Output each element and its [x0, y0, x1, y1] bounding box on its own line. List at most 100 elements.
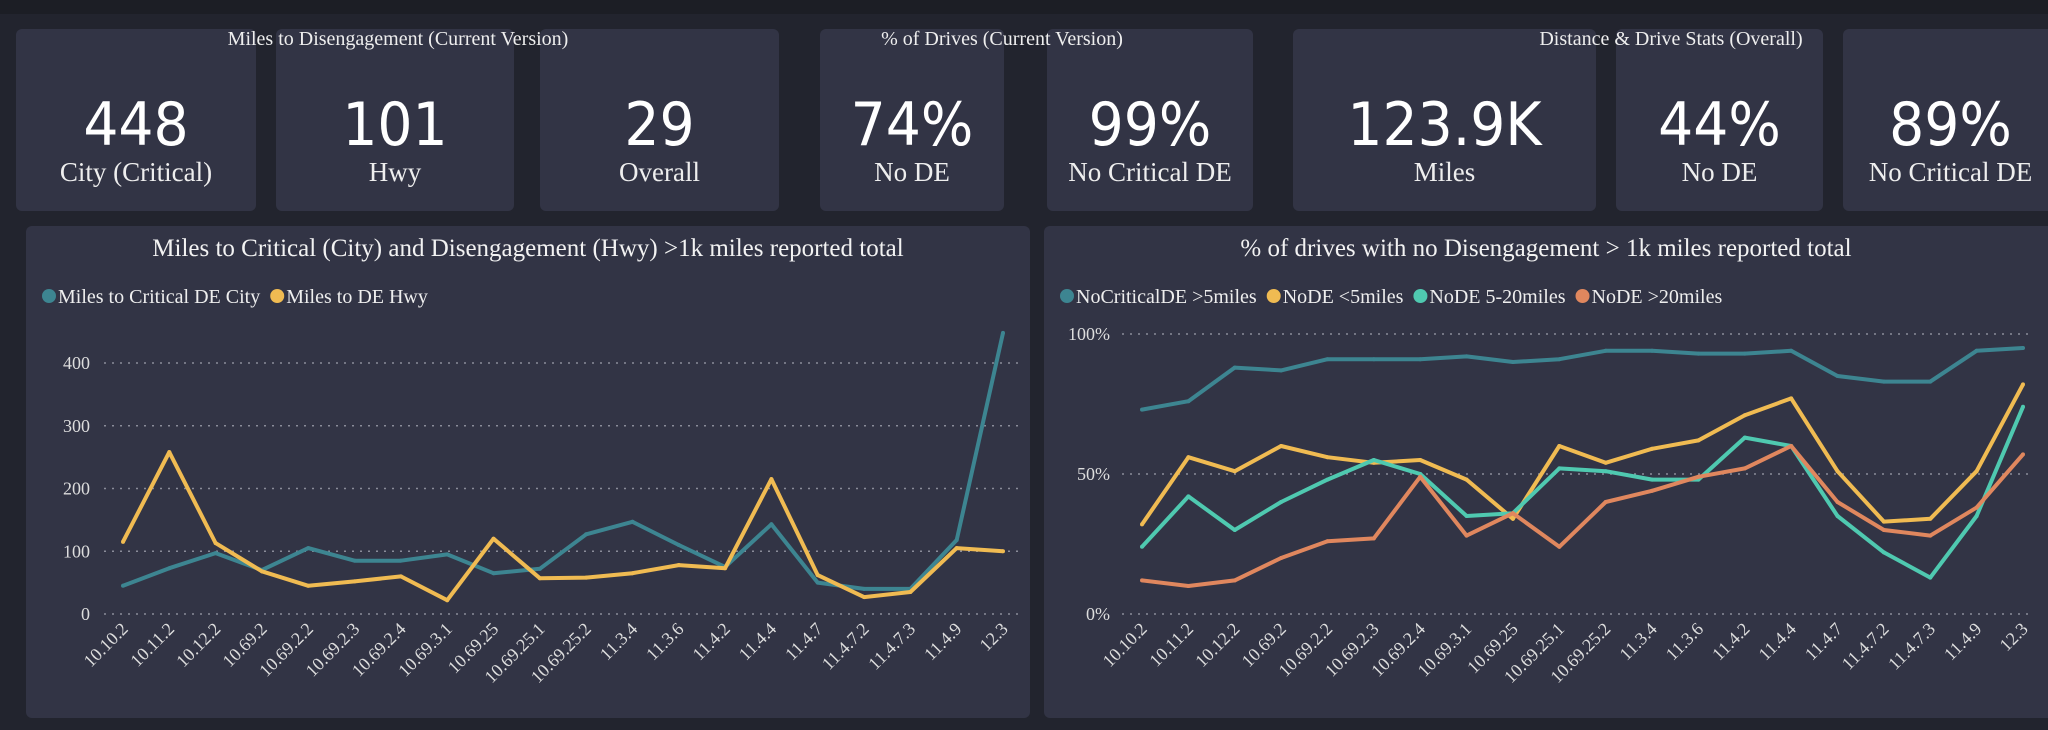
data-point [1928, 575, 1933, 580]
chart-panel-percent [1044, 226, 2048, 718]
data-point [630, 519, 635, 524]
data-point [2021, 404, 2025, 409]
data-point [1464, 533, 1469, 538]
data-point [1371, 536, 1376, 541]
data-point [1464, 477, 1469, 482]
data-point [723, 566, 728, 571]
legend-marker [1575, 289, 1590, 303]
data-point [1974, 514, 1979, 518]
data-point [1603, 469, 1608, 474]
legend-marker [1060, 289, 1074, 303]
data-point [1279, 368, 1284, 373]
data-point [1279, 500, 1284, 504]
data-point [1603, 348, 1608, 353]
data-point [584, 575, 589, 580]
data-point [1140, 544, 1144, 549]
data-point [537, 576, 542, 581]
series-line-node-5miles [1140, 383, 2025, 526]
y-tick-label: 0 [81, 604, 90, 624]
kpi-card-no-de-current: 74% No DE [820, 29, 1004, 211]
x-tick-label: 11.4.7.2 [1838, 619, 1893, 674]
kpi-label: No DE [874, 157, 950, 187]
kpi-label: No DE [1681, 157, 1758, 187]
data-point [584, 532, 589, 537]
data-point [1789, 396, 1794, 401]
kpi-label: Hwy [368, 157, 422, 187]
data-point [862, 586, 867, 591]
data-point [259, 569, 264, 574]
kpi-value: 101 [342, 90, 448, 160]
data-point [1650, 477, 1655, 482]
data-point [1140, 407, 1144, 412]
legend-label: Miles to DE Hwy [286, 286, 428, 308]
data-point [1510, 360, 1515, 364]
data-point [1835, 500, 1840, 504]
series-line-miles-to-de-hwy [121, 450, 1004, 603]
x-tick-label: 11.4.2 [1708, 619, 1753, 664]
x-tick-label: 11.3.4 [1615, 619, 1660, 664]
data-point [1418, 458, 1423, 462]
chart-title: % of drives with no Disengagement > 1k m… [1240, 235, 1851, 262]
data-point [352, 579, 357, 584]
y-tick-label: 50% [1077, 464, 1110, 484]
x-tick-label: 12.3 [1995, 619, 2031, 655]
kpi-card-no-critical-de-overall: 89% No Critical DE [1843, 29, 2048, 211]
kpi-value: 89% [1889, 90, 2012, 160]
data-point [1001, 330, 1005, 335]
chart-title: Miles to Critical (City) and Disengageme… [152, 235, 903, 262]
data-point [1696, 438, 1701, 443]
data-point [862, 595, 867, 600]
data-point [815, 580, 820, 585]
data-point [445, 552, 450, 557]
kpi-card-city-critical: 448 City (Critical) [16, 29, 256, 211]
data-point [1186, 494, 1191, 499]
series-line-node-20miles [1141, 444, 2025, 588]
kpi-value: 448 [83, 90, 189, 160]
kpi-label: Miles [1413, 157, 1476, 187]
data-point [908, 590, 913, 595]
data-point [491, 571, 496, 576]
data-point [769, 522, 774, 527]
y-tick-label: 200 [63, 479, 90, 499]
data-point [1603, 460, 1608, 465]
data-point [1650, 488, 1655, 493]
y-tick-label: 100 [63, 541, 90, 561]
x-tick-label: 11.3.6 [642, 619, 687, 664]
data-point [1325, 357, 1330, 362]
data-point [1186, 399, 1191, 404]
x-tick-label: 11.4.4 [1754, 619, 1799, 664]
data-point [213, 551, 218, 556]
data-point [1928, 379, 1933, 384]
data-point [1186, 455, 1191, 460]
data-point [1881, 550, 1886, 555]
data-point [352, 558, 357, 563]
y-tick-label: 100% [1068, 324, 1110, 344]
kpi-label: No Critical DE [1868, 157, 2033, 187]
chart-panel-miles [26, 226, 1030, 718]
legend-label: Miles to Critical DE City [58, 286, 260, 308]
data-point [1279, 444, 1284, 448]
data-point [1557, 544, 1562, 549]
data-point [1001, 549, 1005, 554]
data-point [398, 574, 403, 579]
data-point [1140, 578, 1144, 583]
data-point [1510, 516, 1515, 521]
x-tick-label: 11.3.4 [596, 619, 641, 664]
data-point [1742, 466, 1747, 471]
x-tick-label: 10.11.2 [126, 619, 178, 671]
legend-label: NoDE 5-20miles [1429, 286, 1565, 308]
kpi-value: 99% [1088, 90, 1212, 160]
data-point [445, 598, 450, 603]
x-tick-label: 11.4.4 [735, 619, 780, 664]
data-point [1557, 357, 1562, 362]
data-point [1742, 435, 1747, 440]
data-point [121, 539, 125, 544]
kpi-label: No Critical DE [1068, 157, 1232, 187]
series-line-node-5-20miles [1140, 406, 2025, 580]
data-point [491, 536, 496, 541]
x-tick-label: 10.11.2 [1145, 619, 1197, 671]
data-point [1140, 522, 1144, 527]
legend-marker [42, 289, 56, 303]
data-point [1928, 516, 1933, 521]
x-tick-label: 11.4.7.3 [864, 619, 919, 674]
